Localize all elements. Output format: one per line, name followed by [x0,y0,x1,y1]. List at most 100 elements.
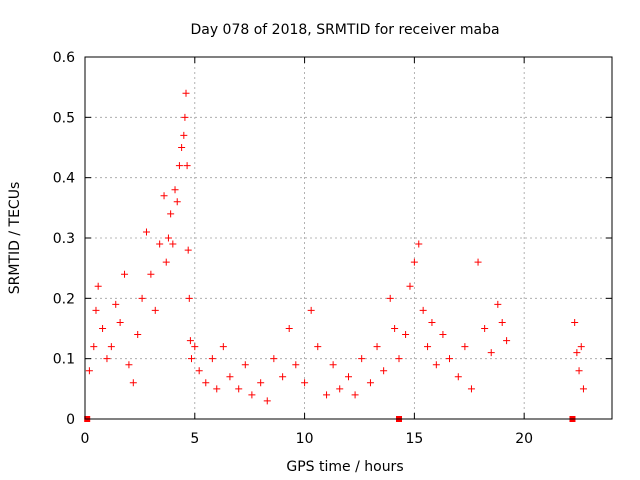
data-point [160,192,168,200]
data-point [248,391,256,399]
x-tick-label: 15 [405,431,423,447]
data-point [92,306,100,314]
data-point [419,306,427,314]
chart-title: Day 078 of 2018, SRMTID for receiver mab… [190,22,499,38]
data-point [213,385,221,393]
data-point [494,300,502,308]
data-point [85,367,93,375]
data-point [184,246,192,254]
data-point [301,379,309,387]
data-point [307,306,315,314]
data-point [292,361,300,369]
data-point [454,373,462,381]
data-point [138,294,146,302]
data-point [185,294,193,302]
x-tick-label: 20 [515,431,533,447]
data-point [180,131,188,139]
data-point [129,379,137,387]
data-point [386,294,394,302]
x-tick-label: 0 [81,431,90,447]
data-point [498,318,506,326]
y-axis-label: SRMTID / TECUs [7,182,23,295]
data-point [415,240,423,248]
data-point [380,367,388,375]
data-point [241,361,249,369]
data-points [84,89,587,422]
data-point [373,343,381,351]
data-point [116,318,124,326]
data-point [345,373,352,381]
data-point [285,325,293,332]
data-point [226,373,234,381]
data-point [182,89,190,97]
data-point [336,385,344,393]
data-point [151,306,159,314]
data-point [90,343,98,351]
data-point [474,258,482,266]
data-point [195,367,203,375]
data-point [573,349,581,357]
data-point [167,210,175,218]
y-tick-label: 0.5 [53,110,75,126]
x-axis-label: GPS time / hours [286,459,403,475]
data-point [579,385,587,393]
data-point [575,367,583,375]
y-tick-label: 0.4 [53,171,75,187]
data-point [107,343,115,351]
data-point [366,379,374,387]
data-point [219,343,227,351]
data-point [181,113,189,121]
data-point [439,331,447,339]
data-point [270,355,278,363]
data-point [99,325,107,332]
data-point [391,325,399,332]
data-point [432,361,440,369]
data-point [175,162,183,170]
x-tick-label: 10 [296,431,314,447]
data-point [164,234,172,242]
y-tick-label: 0.1 [53,352,75,368]
data-point [147,270,155,278]
data-point [263,397,271,405]
data-point [171,186,179,194]
data-point [134,331,142,339]
data-point [183,162,191,170]
data-point [314,343,322,351]
data-point [279,373,287,381]
data-point [191,343,199,351]
data-point [402,331,410,339]
data-point [577,343,585,351]
data-point [424,343,432,351]
data-point [142,228,150,236]
data-point [202,379,210,387]
data-point [112,300,120,308]
data-point [467,385,475,393]
y-tick-label: 0 [66,412,75,428]
data-point [406,282,414,290]
data-point [173,198,181,206]
y-tick-label: 0.3 [53,231,75,247]
data-point [358,355,366,363]
data-point [323,391,331,399]
data-point [571,318,579,326]
data-point [487,349,495,357]
data-point [235,385,243,393]
data-point [503,337,511,345]
data-point [208,355,216,363]
y-tick-label: 0.6 [53,50,75,66]
data-point [481,325,489,332]
data-point [446,355,454,363]
data-point [156,240,164,248]
data-point [410,258,418,266]
data-point [395,355,403,363]
data-point [178,144,186,151]
data-point [103,355,111,363]
y-tick-label: 0.2 [53,291,75,307]
data-point [169,240,177,248]
data-point [428,318,436,326]
data-point [186,337,194,345]
data-point [351,391,359,399]
data-point [125,361,133,369]
